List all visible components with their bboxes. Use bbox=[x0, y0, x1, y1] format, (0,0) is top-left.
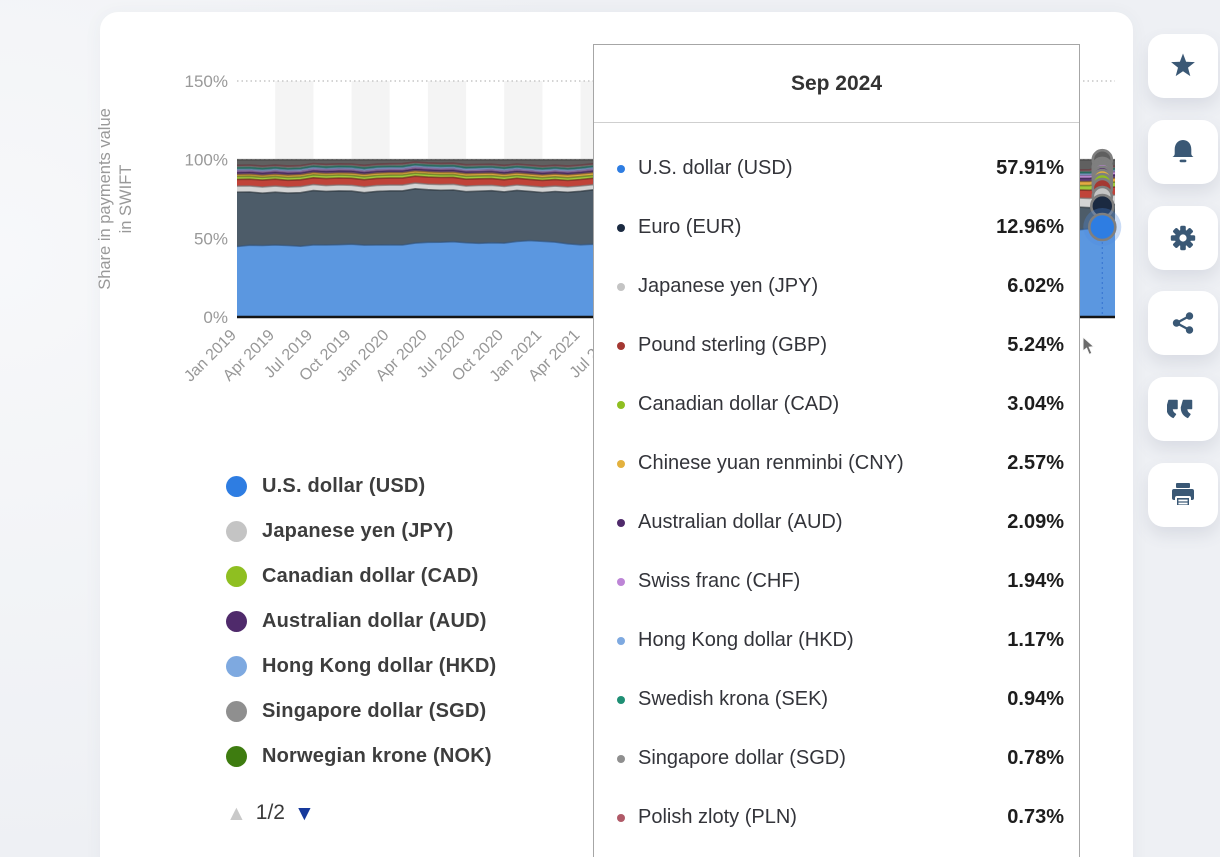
series-bullet-icon bbox=[617, 282, 625, 291]
legend-bullet-icon bbox=[226, 566, 247, 587]
legend-item[interactable]: U.S. dollar (USD) bbox=[226, 464, 496, 509]
series-bullet-icon bbox=[617, 223, 625, 232]
tooltip-series-value: 2.57% bbox=[1007, 452, 1064, 474]
tooltip-title: Sep 2024 bbox=[594, 45, 1079, 123]
tooltip-row: Japanese yen (JPY) 6.02% bbox=[617, 257, 1064, 316]
share-icon bbox=[1168, 308, 1198, 338]
bell-icon bbox=[1168, 137, 1198, 167]
tooltip-row: Polish zloty (PLN) 0.73% bbox=[617, 788, 1064, 847]
tooltip-series-label: Canadian dollar (CAD) bbox=[638, 393, 840, 415]
legend-bullet-icon bbox=[226, 611, 247, 632]
gear-icon bbox=[1168, 223, 1198, 253]
legend-item[interactable]: Canadian dollar (CAD) bbox=[226, 554, 496, 599]
legend-item-label: Canadian dollar (CAD) bbox=[262, 565, 479, 587]
tooltip-series-label: Polish zloty (PLN) bbox=[638, 806, 797, 828]
tooltip-row: Canadian dollar (CAD) 3.04% bbox=[617, 375, 1064, 434]
series-bullet-icon bbox=[617, 754, 625, 763]
chart-legend: U.S. dollar (USD) Japanese yen (JPY) Can… bbox=[226, 464, 496, 825]
tooltip-series-value: 0.73% bbox=[1007, 806, 1064, 828]
tooltip-series-value: 5.24% bbox=[1007, 334, 1064, 356]
quote-icon bbox=[1167, 394, 1199, 424]
tooltip-row: Pound sterling (GBP) 5.24% bbox=[617, 316, 1064, 375]
legend-item-label: Norwegian krone (NOK) bbox=[262, 745, 492, 767]
settings-button[interactable] bbox=[1148, 205, 1218, 270]
legend-item-label: Japanese yen (JPY) bbox=[262, 520, 454, 542]
legend-page-down-icon[interactable]: ▼ bbox=[294, 801, 315, 825]
star-icon bbox=[1168, 51, 1198, 81]
tooltip-series-label: U.S. dollar (USD) bbox=[638, 157, 793, 179]
legend-item[interactable]: Hong Kong dollar (HKD) bbox=[226, 644, 496, 689]
legend-item[interactable]: Australian dollar (AUD) bbox=[226, 599, 496, 644]
tooltip-series-value: 1.17% bbox=[1007, 629, 1064, 651]
tooltip-series-label: Chinese yuan renminbi (CNY) bbox=[638, 452, 904, 474]
legend-item-label: Singapore dollar (SGD) bbox=[262, 700, 487, 722]
share-button[interactable] bbox=[1148, 291, 1218, 356]
series-bullet-icon bbox=[617, 695, 625, 704]
tooltip-row: U.S. dollar (USD) 57.91% bbox=[617, 139, 1064, 198]
tooltip-series-value: 12.96% bbox=[996, 216, 1064, 238]
series-bullet-icon bbox=[617, 577, 625, 586]
tooltip-series-value: 3.04% bbox=[1007, 393, 1064, 415]
tooltip-series-value: 2.09% bbox=[1007, 511, 1064, 533]
tooltip-series-label: Euro (EUR) bbox=[638, 216, 742, 238]
legend-item[interactable]: Japanese yen (JPY) bbox=[226, 509, 496, 554]
legend-page-indicator: 1/2 bbox=[255, 801, 285, 824]
legend-page-up-icon[interactable]: ▲ bbox=[226, 801, 247, 825]
legend-item-label: Australian dollar (AUD) bbox=[262, 610, 487, 632]
tooltip-series-label: Hong Kong dollar (HKD) bbox=[638, 629, 854, 651]
series-bullet-icon bbox=[617, 636, 625, 645]
tooltip-row: Euro (EUR) 12.96% bbox=[617, 198, 1064, 257]
series-bullet-icon bbox=[617, 400, 625, 409]
legend-item-label: Hong Kong dollar (HKD) bbox=[262, 655, 497, 677]
series-bullet-icon bbox=[617, 518, 625, 527]
print-icon bbox=[1168, 480, 1198, 510]
tooltip-series-value: 1.94% bbox=[1007, 570, 1064, 592]
legend-bullet-icon bbox=[226, 746, 247, 767]
legend-bullet-icon bbox=[226, 701, 247, 722]
tooltip-series-label: Pound sterling (GBP) bbox=[638, 334, 827, 356]
cite-button[interactable] bbox=[1148, 377, 1218, 442]
tooltip-series-label: Swiss franc (CHF) bbox=[638, 570, 801, 592]
tooltip-row: Chinese yuan renminbi (CNY) 2.57% bbox=[617, 434, 1064, 493]
legend-item-label: U.S. dollar (USD) bbox=[262, 475, 426, 497]
series-bullet-icon bbox=[617, 164, 625, 173]
tooltip-series-value: 57.91% bbox=[996, 157, 1064, 179]
legend-bullet-icon bbox=[226, 476, 247, 497]
tooltip-row: Swedish krona (SEK) 0.94% bbox=[617, 670, 1064, 729]
tooltip-row: Singapore dollar (SGD) 0.78% bbox=[617, 729, 1064, 788]
tooltip-row: Hong Kong dollar (HKD) 1.17% bbox=[617, 611, 1064, 670]
tooltip-row: Australian dollar (AUD) 2.09% bbox=[617, 493, 1064, 552]
tooltip-series-value: 6.02% bbox=[1007, 275, 1064, 297]
legend-item[interactable]: Norwegian krone (NOK) bbox=[226, 734, 496, 779]
tooltip-series-label: Australian dollar (AUD) bbox=[638, 511, 843, 533]
tooltip-series-label: Swedish krona (SEK) bbox=[638, 688, 829, 710]
tooltip-series-value: 0.78% bbox=[1007, 747, 1064, 769]
tooltip-series-value: 0.94% bbox=[1007, 688, 1064, 710]
legend-pagination: ▲ 1/2 ▼ bbox=[226, 801, 496, 825]
hover-tooltip: Sep 2024 U.S. dollar (USD) 57.91% Euro (… bbox=[593, 44, 1080, 857]
legend-bullet-icon bbox=[226, 656, 247, 677]
legend-item[interactable]: Singapore dollar (SGD) bbox=[226, 689, 496, 734]
print-button[interactable] bbox=[1148, 463, 1218, 527]
favorite-button[interactable] bbox=[1148, 34, 1218, 98]
legend-bullet-icon bbox=[226, 521, 247, 542]
tooltip-series-label: Singapore dollar (SGD) bbox=[638, 747, 846, 769]
tooltip-series-label: Japanese yen (JPY) bbox=[638, 275, 819, 297]
series-bullet-icon bbox=[617, 813, 625, 822]
notifications-button[interactable] bbox=[1148, 119, 1218, 184]
tooltip-row: Swiss franc (CHF) 1.94% bbox=[617, 552, 1064, 611]
series-bullet-icon bbox=[617, 341, 625, 350]
series-bullet-icon bbox=[617, 459, 625, 468]
tooltip-rows: U.S. dollar (USD) 57.91% Euro (EUR) 12.9… bbox=[594, 123, 1079, 847]
